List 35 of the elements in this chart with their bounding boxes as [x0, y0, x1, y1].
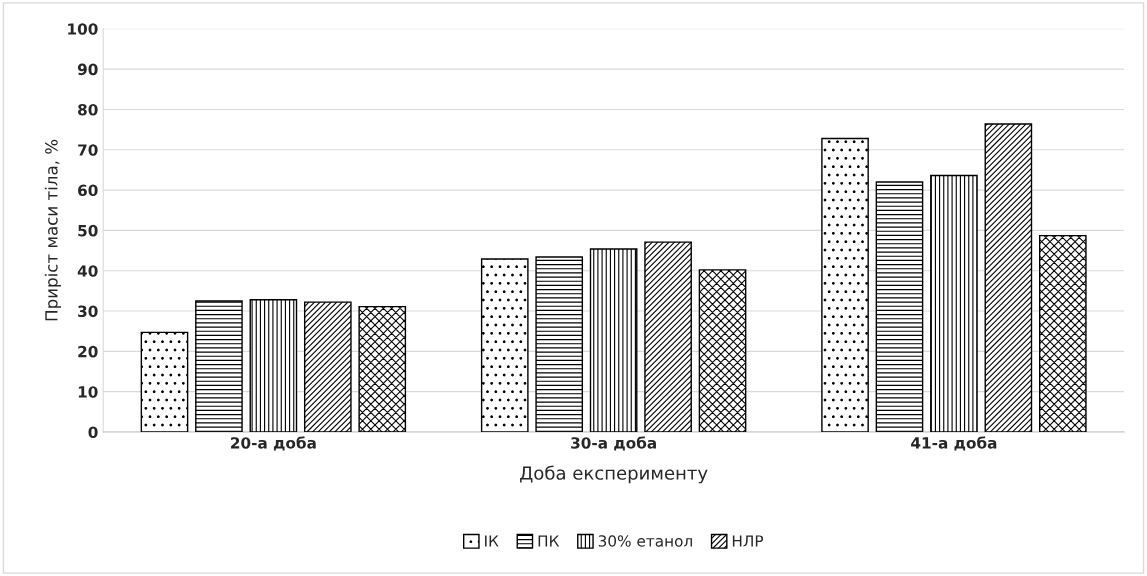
bar: [589, 248, 638, 432]
bar: [698, 269, 747, 432]
y-tick-label: 50: [78, 224, 98, 237]
x-tick-label: 20-а доба: [231, 436, 316, 451]
y-tick-label: 40: [77, 265, 98, 277]
bar: [480, 258, 529, 432]
bar: [249, 299, 298, 432]
y-tick-label: 60: [78, 184, 98, 197]
y-tick-label: 100: [68, 23, 98, 35]
y-axis-title: Приріст маси тіла, %: [44, 139, 61, 321]
bar: [1038, 234, 1087, 432]
legend-label: ПК: [538, 535, 560, 547]
legend-label: ІК: [485, 535, 499, 547]
bar: [535, 256, 584, 432]
y-tick-label: 90: [77, 63, 98, 76]
bar: [875, 181, 924, 432]
y-tick-label: 20: [78, 345, 98, 358]
y-tick-label: 30: [78, 305, 98, 318]
legend-label: 30% етанол: [598, 535, 692, 547]
bar: [358, 305, 407, 432]
y-tick-label: 0: [88, 426, 98, 439]
y-tick-label: 80: [78, 103, 98, 116]
x-tick-label: 41-а доба: [911, 436, 997, 451]
bar: [821, 137, 869, 432]
x-tick-label: 30-а доба: [571, 436, 656, 451]
bar: [140, 331, 189, 432]
x-axis-title: Доба експерименту: [520, 465, 708, 484]
bar: [195, 300, 243, 432]
bar: [930, 174, 978, 432]
bar: [303, 301, 352, 432]
y-tick-label: 10: [78, 386, 98, 398]
y-tick-label: 70: [78, 144, 98, 156]
legend-label: НЛР: [732, 535, 764, 547]
bar: [984, 123, 1033, 432]
bar: [644, 241, 692, 432]
